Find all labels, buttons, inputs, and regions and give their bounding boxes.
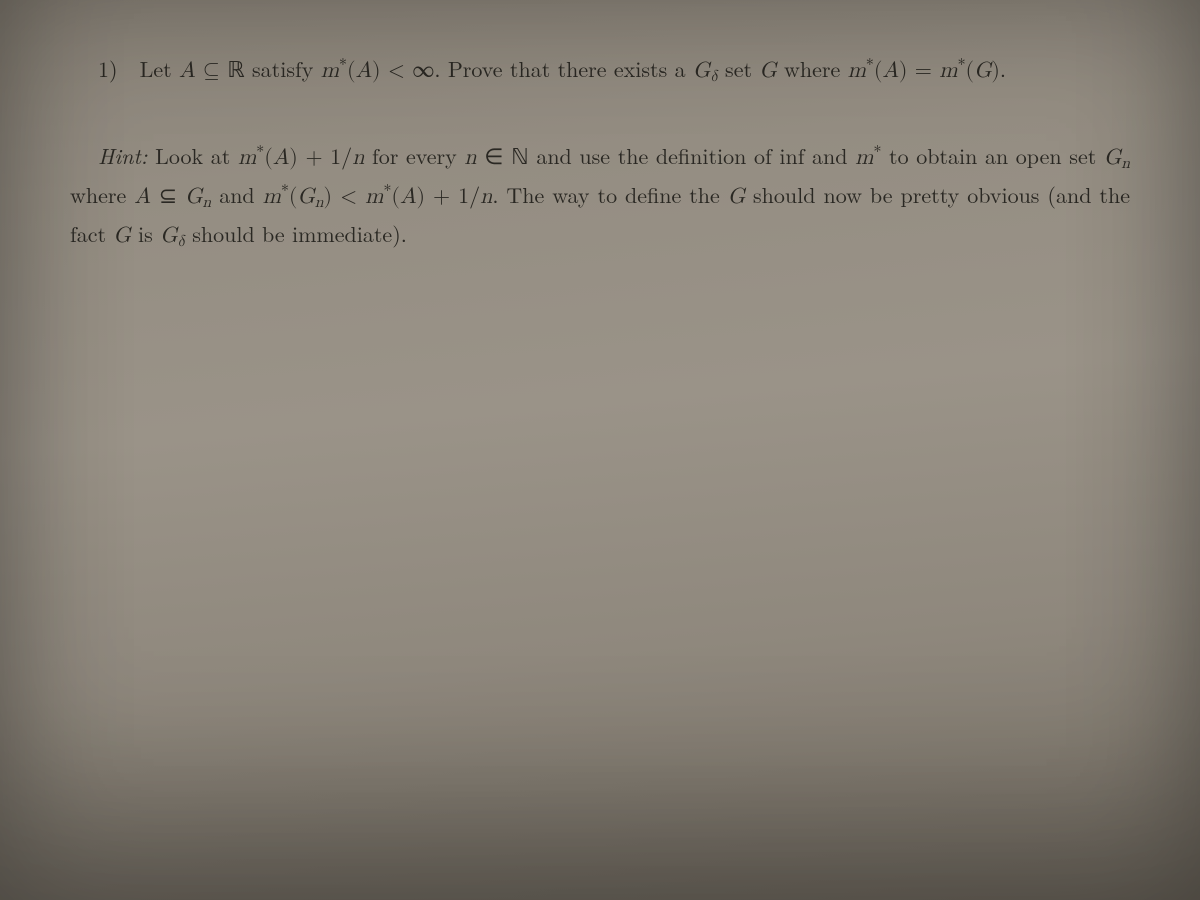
math-mstarG: m*(G) xyxy=(939,60,1000,82)
text: where xyxy=(70,179,134,210)
eq-symbol: = xyxy=(907,53,939,84)
hint-label: Hint: xyxy=(98,140,148,171)
infty-symbol: ∞ xyxy=(412,53,434,84)
text: and xyxy=(211,179,262,210)
lt-symbol: < xyxy=(332,179,365,210)
problem-statement: 1) Let A ⊆ ℝ satisfy m*(A) < ∞. Prove th… xyxy=(70,52,1130,90)
subset-symbol: ⊆ xyxy=(196,60,228,82)
page: 1) Let A ⊆ ℝ satisfy m*(A) < ∞. Prove th… xyxy=(0,0,1200,900)
math-G: G xyxy=(693,60,710,82)
text: satisfy xyxy=(245,53,321,84)
in-symbol: ∈ xyxy=(477,140,511,171)
math-A: A xyxy=(179,60,196,82)
math-mstarA2: m*(A) xyxy=(848,60,908,82)
math-n: n xyxy=(464,147,476,169)
text: to obtain an open set xyxy=(881,140,1104,171)
hint-paragraph: Hint: Look at m*(A) + 1/n for every n ∈ … xyxy=(70,138,1130,255)
reals-symbol: ℝ xyxy=(227,57,244,82)
math-expr2: m*(A) + 1/n xyxy=(365,186,492,208)
text: where xyxy=(777,53,848,84)
math-Gn2: Gn xyxy=(185,186,211,208)
delta-sub: δ xyxy=(710,69,718,85)
math-A2: A xyxy=(134,186,151,208)
math-expr1: m*(A) + 1/n xyxy=(238,147,364,169)
text: . xyxy=(1000,53,1006,84)
math-Gn: Gn xyxy=(1104,147,1130,169)
subset-symbol: ⊆ xyxy=(151,179,185,210)
naturals-symbol: ℕ xyxy=(511,144,529,169)
lt-symbol: < xyxy=(381,53,413,84)
math-G2: G xyxy=(759,60,776,82)
math-G4: G xyxy=(113,225,130,247)
text: Let xyxy=(140,53,179,84)
text: Look at xyxy=(148,140,238,171)
text: is xyxy=(131,218,160,249)
math-G3: G xyxy=(728,186,745,208)
text: . Prove that there exists a xyxy=(434,53,693,84)
problem-number: 1) xyxy=(98,53,118,84)
text: set xyxy=(718,53,760,84)
math-Gdelta2: G xyxy=(160,225,177,247)
text: and use the definition of inf and xyxy=(529,140,855,171)
text: should be immediate). xyxy=(185,218,407,249)
math-mstar: m* xyxy=(855,147,881,169)
text: for every xyxy=(364,140,464,171)
text: . The way to define the xyxy=(492,179,727,210)
math-mstarA: m*(A) xyxy=(321,60,381,82)
math-mstarGn: m*(Gn) xyxy=(263,186,332,208)
delta-sub2: δ xyxy=(177,234,185,250)
